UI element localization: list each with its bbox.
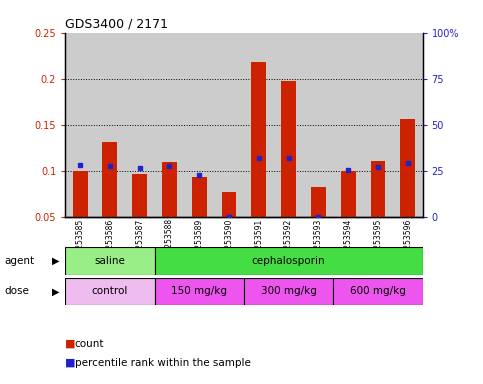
Bar	[281, 81, 296, 217]
Bar	[251, 62, 266, 217]
Bar	[72, 171, 87, 217]
Text: agent: agent	[5, 256, 35, 266]
Bar	[192, 177, 207, 217]
Bar	[102, 142, 117, 217]
Bar	[222, 192, 237, 217]
Bar	[65, 33, 95, 217]
Text: ▶: ▶	[52, 256, 60, 266]
Bar	[125, 33, 155, 217]
Bar	[65, 278, 155, 305]
Text: cephalosporin: cephalosporin	[252, 256, 326, 266]
Bar	[303, 33, 333, 217]
Bar	[185, 33, 214, 217]
Bar	[95, 33, 125, 217]
Bar	[311, 187, 326, 217]
Bar	[274, 33, 303, 217]
Text: count: count	[75, 339, 104, 349]
Bar	[370, 161, 385, 217]
Bar	[162, 162, 177, 217]
Bar	[393, 33, 423, 217]
Bar	[244, 33, 274, 217]
Text: GDS3400 / 2171: GDS3400 / 2171	[65, 17, 168, 30]
Text: 300 mg/kg: 300 mg/kg	[261, 286, 316, 296]
Bar	[65, 247, 155, 275]
Text: control: control	[92, 286, 128, 296]
Text: ■: ■	[65, 358, 76, 368]
Text: 150 mg/kg: 150 mg/kg	[171, 286, 227, 296]
Bar	[244, 278, 333, 305]
Bar	[155, 247, 423, 275]
Bar	[333, 278, 423, 305]
Text: saline: saline	[95, 256, 125, 266]
Bar	[400, 119, 415, 217]
Bar	[132, 174, 147, 217]
Text: 600 mg/kg: 600 mg/kg	[350, 286, 406, 296]
Bar	[333, 33, 363, 217]
Bar	[341, 171, 355, 217]
Text: ▶: ▶	[52, 286, 60, 296]
Bar	[363, 33, 393, 217]
Text: ■: ■	[65, 339, 76, 349]
Bar	[155, 278, 244, 305]
Bar	[155, 33, 185, 217]
Text: dose: dose	[5, 286, 30, 296]
Text: percentile rank within the sample: percentile rank within the sample	[75, 358, 251, 368]
Bar	[214, 33, 244, 217]
